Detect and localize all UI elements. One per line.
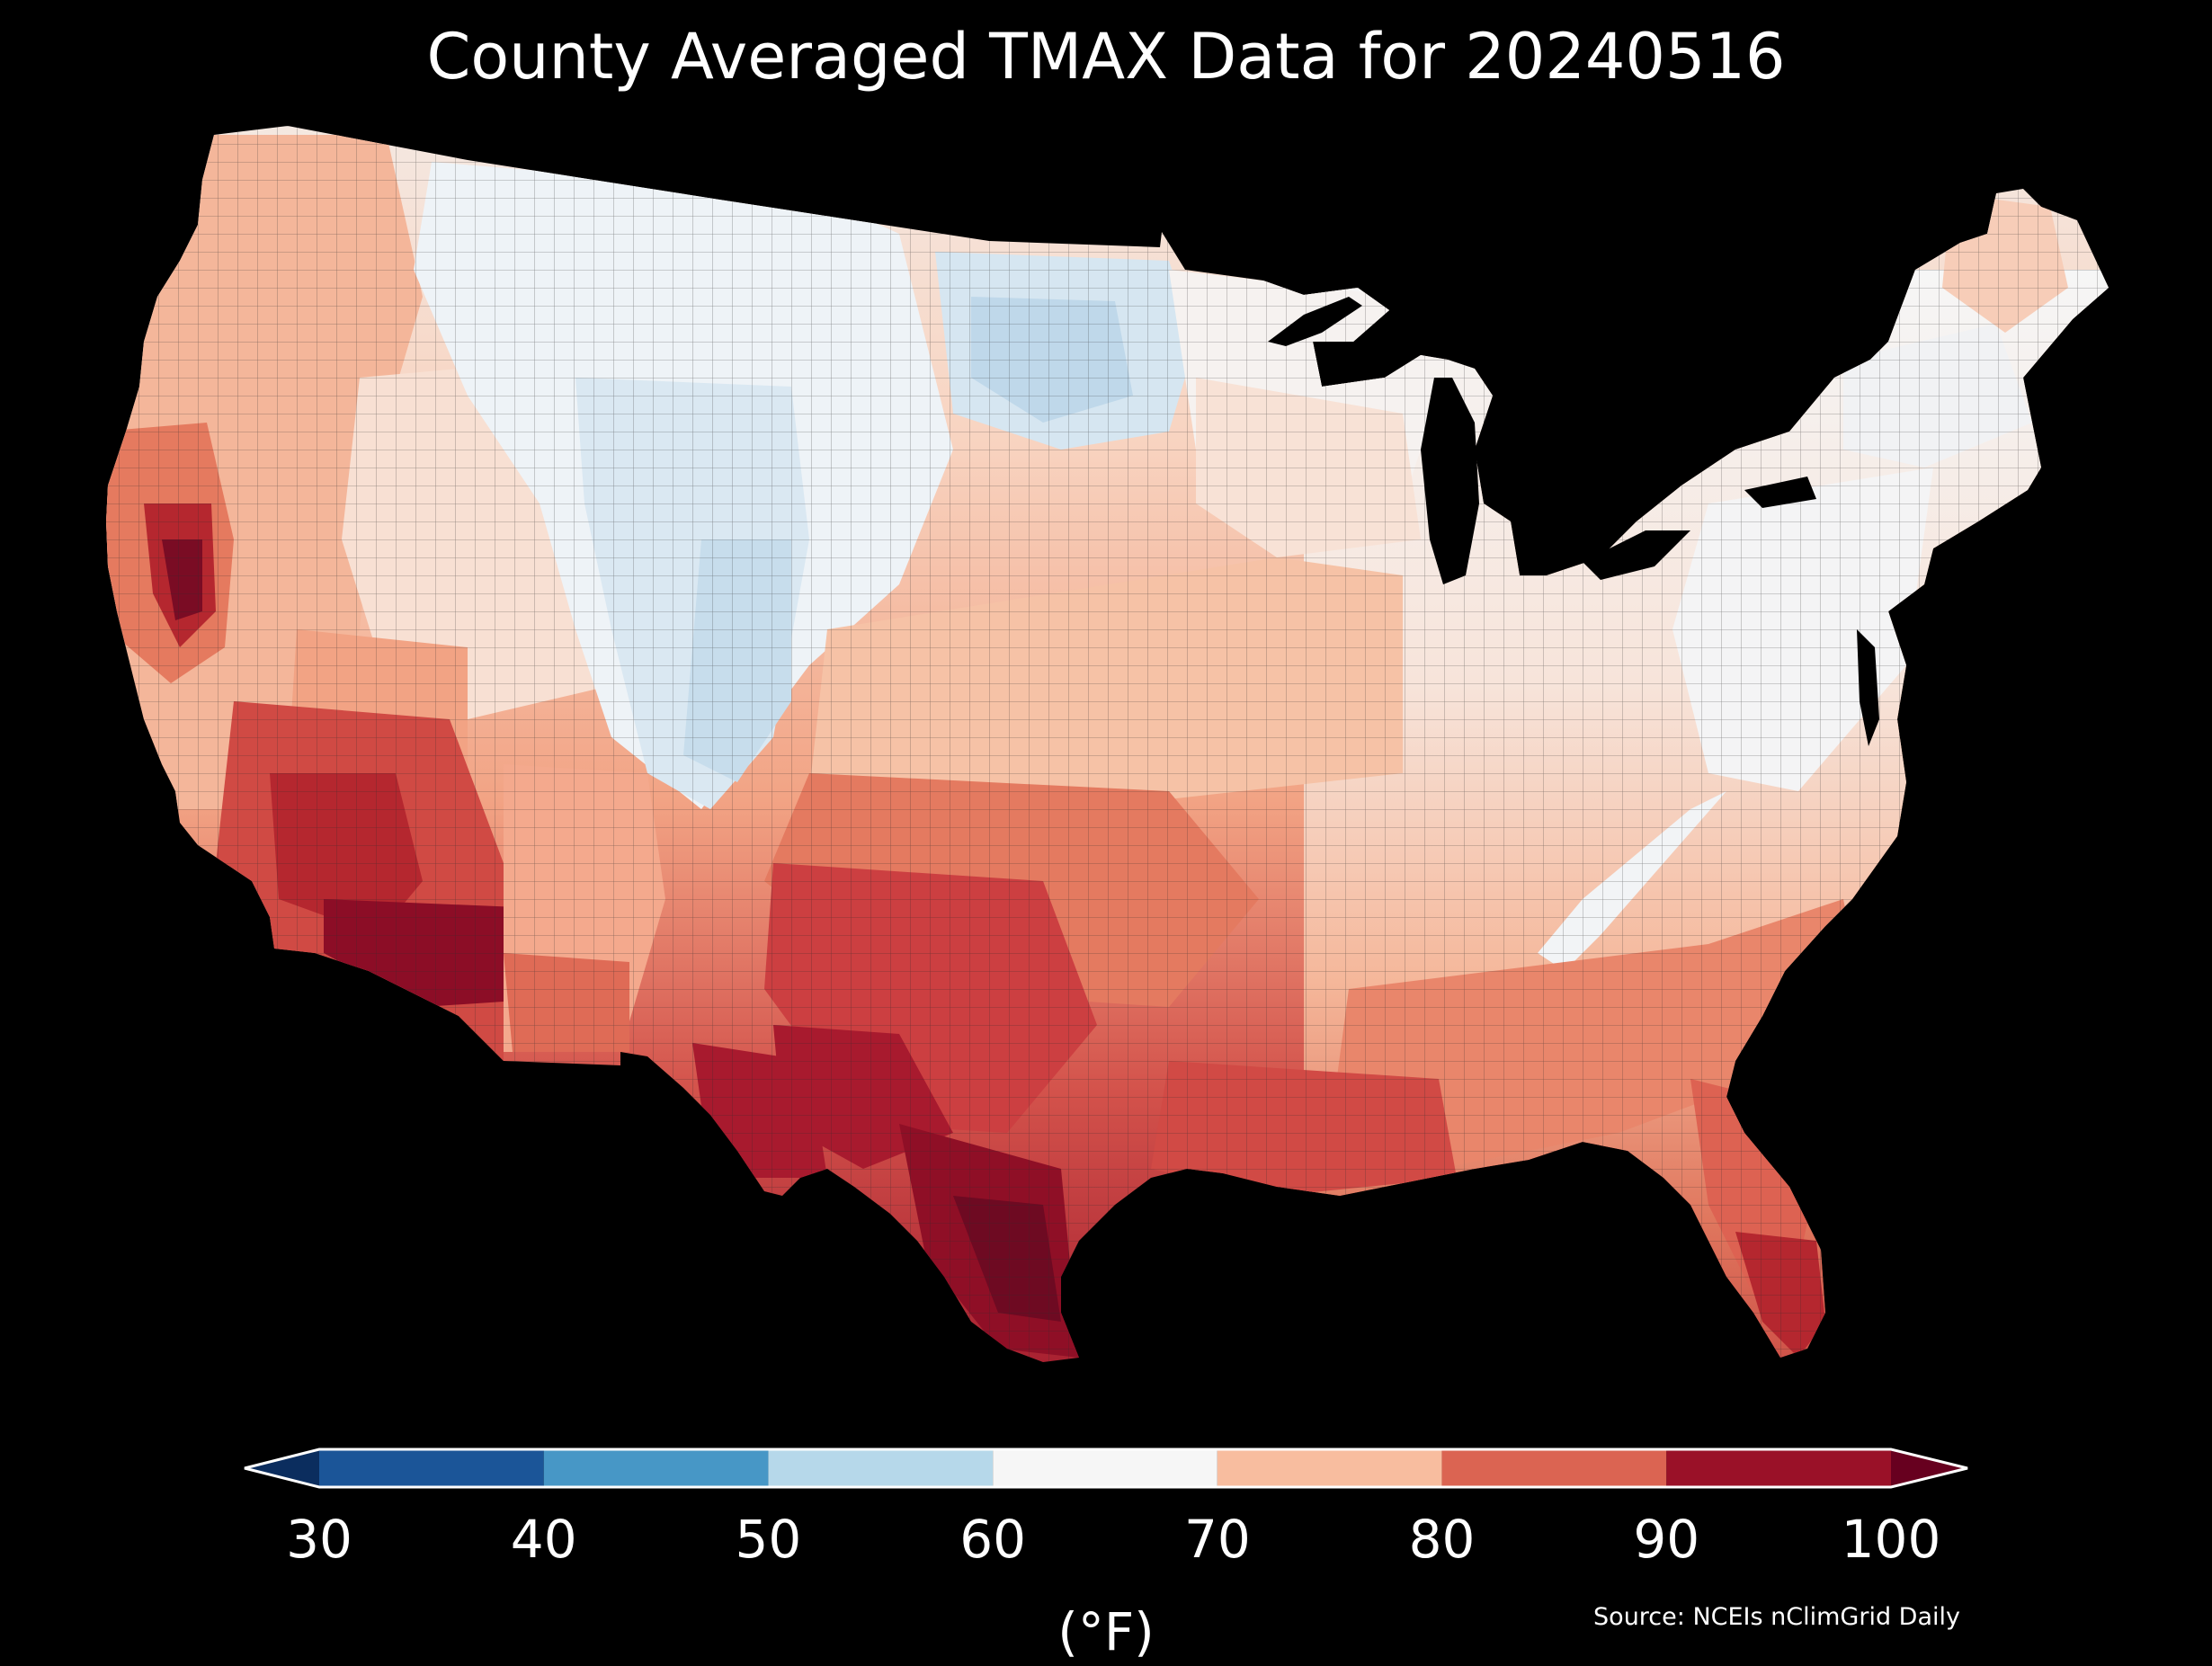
chesapeake-bay [1857,629,1879,746]
colorbar-over-arrow [1891,1449,1967,1487]
lake-huron [1497,396,1556,503]
source-credit: Source: NCEIs nClimGrid Daily [1593,1603,1960,1631]
colorbar-bin-0 [319,1449,544,1487]
colorbar-bin-1 [543,1449,769,1487]
colorbar-bin-3 [993,1449,1217,1487]
colorbar-tick-label: 30 [286,1509,352,1570]
colorbar-bin-5 [1441,1449,1667,1487]
colorbar-bin-4 [1217,1449,1442,1487]
colorbar-tick-label: 100 [1841,1509,1941,1570]
colorbar-tick-label: 80 [1408,1509,1476,1570]
county-tmax-map [106,126,2109,1362]
lake-superior [1268,297,1362,346]
colorbar-tick-label: 90 [1633,1509,1700,1570]
colorbar-tick-label: 70 [1183,1509,1251,1570]
lake-erie [1583,530,1690,580]
colorbar-tick-label: 50 [735,1509,802,1570]
lake-michigan [1421,378,1479,584]
colorbar-under-arrow [245,1449,319,1487]
map-title: County Averaged TMAX Data for 20240516 [426,20,1786,94]
colorbar-bin-2 [768,1449,994,1487]
colorbar-outline [244,1448,1968,1489]
colorbar-tick-label: 60 [959,1509,1027,1570]
colorbar-bin-6 [1666,1449,1891,1487]
lake-ontario [1744,477,1816,508]
colorbar-unit-label: (°F) [1057,1601,1155,1662]
colorbar-tick-label: 40 [510,1509,577,1570]
